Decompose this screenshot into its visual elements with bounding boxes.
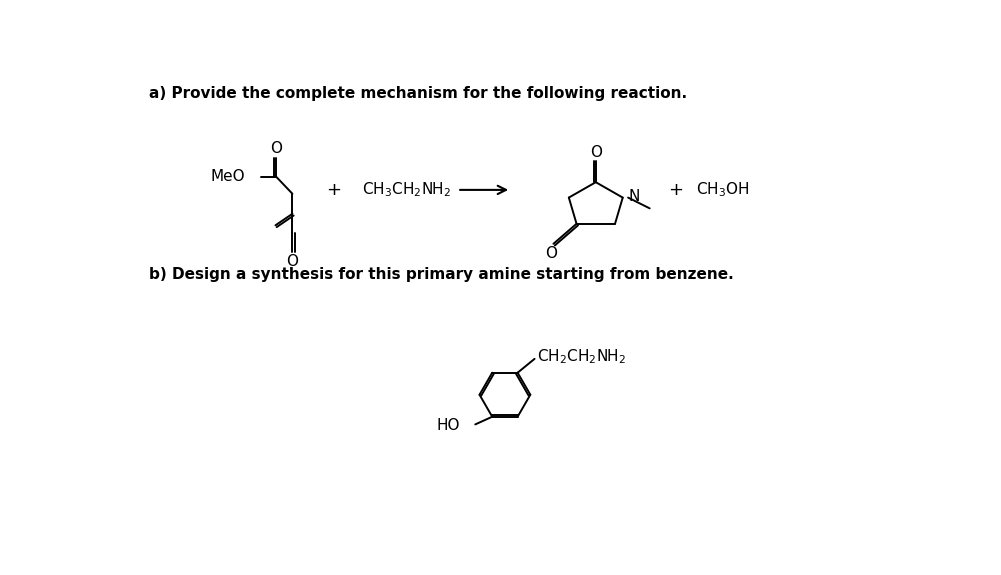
Text: HO: HO: [436, 419, 459, 434]
Text: CH$_2$CH$_2$NH$_2$: CH$_2$CH$_2$NH$_2$: [537, 347, 626, 366]
Text: O: O: [590, 145, 602, 160]
Text: O: O: [270, 141, 282, 156]
Text: CH$_3$CH$_2$NH$_2$: CH$_3$CH$_2$NH$_2$: [362, 181, 451, 200]
Text: O: O: [286, 254, 298, 269]
Text: +: +: [669, 181, 684, 199]
Text: MeO: MeO: [211, 169, 245, 185]
Text: +: +: [326, 181, 341, 199]
Text: b) Design a synthesis for this primary amine starting from benzene.: b) Design a synthesis for this primary a…: [149, 267, 734, 282]
Text: N: N: [629, 189, 641, 204]
Text: O: O: [546, 246, 558, 260]
Text: CH$_3$OH: CH$_3$OH: [696, 181, 750, 200]
Text: a) Provide the complete mechanism for the following reaction.: a) Provide the complete mechanism for th…: [149, 86, 688, 101]
